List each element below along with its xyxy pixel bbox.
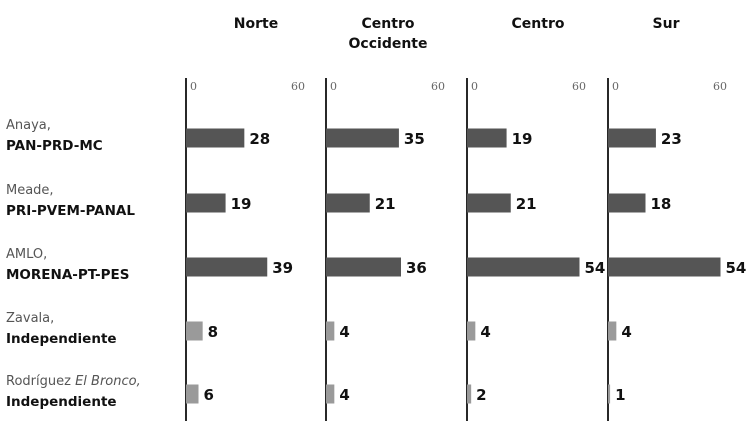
- region-title-1-line-0: Centro: [362, 16, 415, 32]
- value-label-candidate-3-region-0: 8: [208, 323, 218, 341]
- candidate-party-1: PRI-PVEM-PANAL: [6, 203, 135, 219]
- region-title-0-line-0: Norte: [234, 16, 278, 32]
- bar-candidate-1-region-2: [467, 193, 511, 213]
- bar-candidate-0-region-0: [186, 128, 245, 148]
- region-title-3-line-0: Sur: [653, 16, 680, 32]
- tick-label-zero-region-0: 0: [190, 80, 197, 93]
- value-label-candidate-4-region-3: 1: [615, 386, 625, 404]
- candidate-name-2: AMLO,: [6, 247, 47, 262]
- value-label-candidate-0-region-3: 23: [661, 130, 682, 148]
- value-label-candidate-2-region-2: 54: [585, 259, 606, 277]
- bar-candidate-4-region-1: [326, 384, 335, 404]
- bar-candidate-3-region-2: [467, 321, 476, 341]
- value-label-candidate-3-region-2: 4: [480, 323, 490, 341]
- bar-candidate-1-region-0: [186, 193, 226, 213]
- candidate-party-3: Independiente: [6, 331, 117, 347]
- bar-candidate-0-region-1: [326, 128, 399, 148]
- region-title-1-line-1: Occidente: [349, 36, 428, 52]
- candidate-party-0: PAN-PRD-MC: [6, 138, 103, 154]
- bar-candidate-3-region-1: [326, 321, 335, 341]
- region-title-2-line-0: Centro: [512, 16, 565, 32]
- bar-candidate-2-region-0: [186, 257, 268, 277]
- value-label-candidate-1-region-0: 19: [231, 195, 252, 213]
- candidate-name-0: Anaya,: [6, 118, 51, 133]
- bar-candidate-2-region-3: [608, 257, 721, 277]
- tick-label-max-region-0: 60: [291, 80, 305, 93]
- candidate-party-4: Independiente: [6, 394, 117, 410]
- value-label-candidate-2-region-3: 54: [726, 259, 746, 277]
- tick-label-zero-region-2: 0: [471, 80, 478, 93]
- bar-candidate-0-region-3: [608, 128, 656, 148]
- value-label-candidate-2-region-0: 39: [272, 259, 293, 277]
- value-label-candidate-4-region-0: 6: [204, 386, 214, 404]
- value-label-candidate-4-region-2: 2: [476, 386, 486, 404]
- value-label-candidate-3-region-3: 4: [621, 323, 631, 341]
- tick-label-max-region-1: 60: [431, 80, 445, 93]
- bar-candidate-3-region-3: [608, 321, 617, 341]
- bar-candidate-4-region-2: [467, 384, 472, 404]
- value-label-candidate-1-region-2: 21: [516, 195, 537, 213]
- value-label-candidate-0-region-0: 28: [249, 130, 270, 148]
- value-label-candidate-2-region-1: 36: [406, 259, 427, 277]
- value-label-candidate-3-region-1: 4: [339, 323, 349, 341]
- value-label-candidate-1-region-1: 21: [375, 195, 396, 213]
- value-label-candidate-4-region-1: 4: [339, 386, 349, 404]
- bar-candidate-2-region-1: [326, 257, 401, 277]
- candidate-party-2: MORENA-PT-PES: [6, 267, 129, 283]
- bar-candidate-4-region-0: [186, 384, 199, 404]
- tick-label-max-region-2: 60: [572, 80, 586, 93]
- value-label-candidate-1-region-3: 18: [651, 195, 672, 213]
- candidate-name-3: Zavala,: [6, 311, 54, 326]
- tick-label-max-region-3: 60: [713, 80, 727, 93]
- bar-candidate-3-region-0: [186, 321, 203, 341]
- candidate-name-1: Meade,: [6, 183, 54, 198]
- value-label-candidate-0-region-1: 35: [404, 130, 425, 148]
- bar-candidate-2-region-2: [467, 257, 580, 277]
- bar-candidate-0-region-2: [467, 128, 507, 148]
- value-label-candidate-0-region-2: 19: [512, 130, 533, 148]
- candidate-name-4: Rodríguez El Bronco,: [6, 374, 141, 389]
- tick-label-zero-region-1: 0: [330, 80, 337, 93]
- bar-candidate-1-region-3: [608, 193, 646, 213]
- tick-label-zero-region-3: 0: [612, 80, 619, 93]
- bar-candidate-1-region-1: [326, 193, 370, 213]
- bar-candidate-4-region-3: [608, 384, 611, 404]
